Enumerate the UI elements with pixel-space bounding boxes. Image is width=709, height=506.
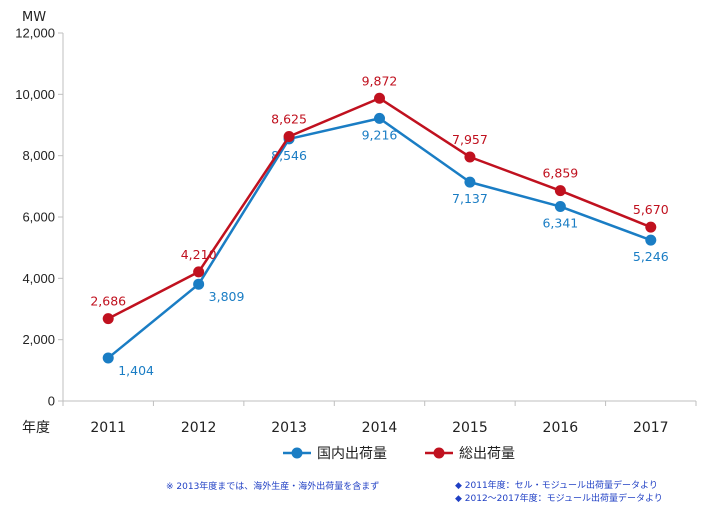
footnote-right-1: ◆ 2011年度：セル・モジュール出荷量データより	[455, 479, 658, 491]
data-label: 9,216	[362, 127, 398, 142]
legend-label: 総出荷量	[459, 446, 515, 462]
y-axis-unit: MW	[22, 10, 46, 25]
x-axis: 2011 2012 2013 2014 2015 2016 2017	[62, 401, 697, 436]
x-tick-label: 2017	[633, 420, 669, 436]
data-point	[464, 176, 476, 188]
data-point	[374, 92, 385, 104]
data-label: 9,872	[362, 73, 398, 88]
data-point	[645, 234, 657, 246]
legend-item: 総出荷量	[425, 446, 515, 462]
x-tick-label: 2016	[543, 420, 579, 436]
y-tick-label: 6,000	[22, 210, 55, 225]
series-layer: 1,4043,8098,5469,2167,1376,3415,2462,686…	[90, 73, 668, 378]
data-point	[374, 112, 385, 124]
data-label: 5,246	[633, 249, 669, 264]
y-axis: 0 2,000 4,000 6,000 8,000 10,000 12,000	[15, 26, 63, 409]
data-point	[464, 151, 476, 163]
legend-label: 国内出荷量	[317, 446, 387, 462]
data-point	[554, 201, 566, 213]
data-label: 2,686	[90, 294, 126, 309]
data-label: 6,341	[542, 216, 578, 231]
x-tick-label: 2012	[181, 420, 217, 436]
data-label: 1,404	[118, 363, 154, 378]
data-label: 6,859	[542, 166, 578, 181]
legend-item: 国内出荷量	[283, 446, 387, 462]
legend: 国内出荷量 総出荷量	[283, 446, 515, 462]
y-tick-label: 10,000	[15, 87, 55, 102]
data-point	[645, 221, 657, 233]
data-point	[193, 266, 205, 278]
data-label: 7,137	[452, 191, 488, 206]
footnote-left: ※ 2013年度までは、海外生産・海外出荷量を含まず	[166, 480, 379, 492]
y-tick-label: 12,000	[15, 26, 55, 41]
x-tick-label: 2014	[362, 420, 398, 436]
y-tick-label: 2,000	[22, 332, 55, 347]
data-point	[193, 278, 205, 290]
series-line	[107, 117, 652, 359]
x-tick-label: 2015	[452, 420, 488, 436]
x-tick-label: 2013	[271, 420, 307, 436]
y-tick-label: 4,000	[22, 271, 55, 286]
x-tick-label: 2011	[90, 420, 126, 436]
data-label: 3,809	[209, 289, 245, 304]
footnotes: ※ 2013年度までは、海外生産・海外出荷量を含まず ◆ 2011年度：セル・モ…	[166, 479, 663, 504]
data-label: 7,957	[452, 132, 488, 147]
data-label: 5,670	[633, 202, 669, 217]
series-2: 2,686 4,210 8,625 9,872 7,957 6,859 5,670	[90, 73, 669, 325]
data-point	[102, 352, 114, 364]
data-label: 4,210	[181, 247, 217, 262]
y-tick-label: 8,000	[22, 148, 55, 163]
y-tick-label: 0	[48, 394, 55, 409]
data-point	[102, 313, 114, 325]
legend-marker	[291, 447, 303, 459]
legend-marker	[433, 447, 445, 459]
x-axis-unit: 年度	[22, 420, 50, 436]
data-label: 8,625	[271, 112, 307, 127]
data-point	[283, 131, 295, 142]
data-point	[554, 185, 566, 197]
footnote-right-2: ◆ 2012～2017年度：モジュール出荷量データより	[455, 492, 663, 504]
